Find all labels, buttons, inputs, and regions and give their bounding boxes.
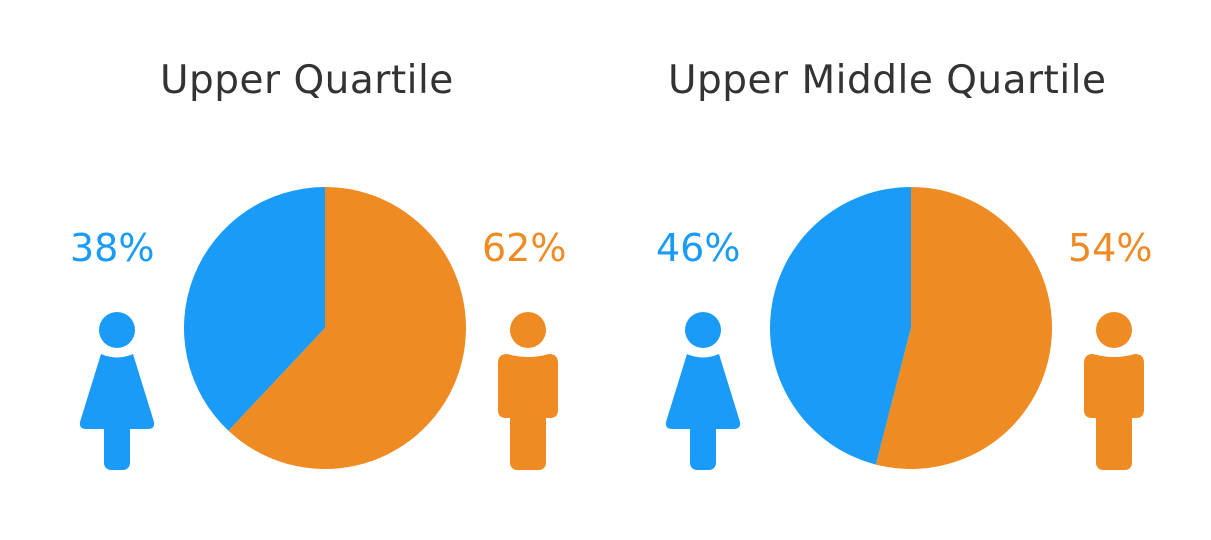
pie-slice-male [875, 187, 1052, 469]
male-person-icon [1084, 312, 1144, 470]
female-percent-label: 46% [656, 226, 741, 270]
pie-slice-male [228, 187, 466, 469]
pie-slice-female [770, 187, 911, 465]
female-percent-label: 38% [70, 226, 155, 270]
chart-title: Upper Quartile [160, 58, 454, 103]
upper-quartile-pie [184, 187, 466, 469]
male-person-icon [498, 312, 558, 470]
male-percent-label: 54% [1068, 226, 1153, 270]
upper-middle-quartile-panel: Upper Middle Quartile 46% 54% [620, 0, 1211, 540]
female-person-icon [665, 312, 741, 470]
upper-quartile-panel: Upper Quartile 38% 62% [70, 58, 567, 470]
upper-middle-quartile-pie [770, 187, 1052, 469]
female-person-icon [79, 312, 155, 470]
pie-slice-female [184, 187, 325, 431]
male-percent-label: 62% [482, 226, 567, 270]
chart-title: Upper Middle Quartile [668, 58, 1107, 103]
